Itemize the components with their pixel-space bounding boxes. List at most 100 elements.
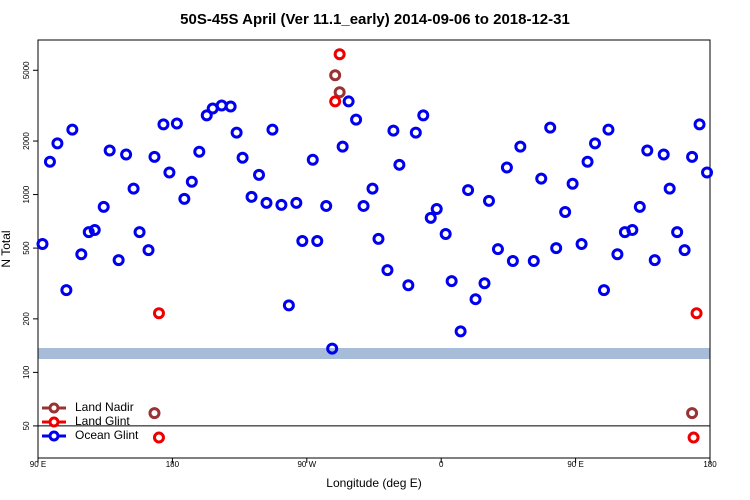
point (326, 342, 339, 355)
chart-title: 50S-45S April (Ver 11.1_early) 2014-09-0… (180, 11, 570, 28)
point (236, 151, 249, 164)
point (127, 182, 140, 195)
point (342, 95, 355, 108)
point (387, 124, 400, 137)
point (559, 205, 572, 218)
point (290, 196, 303, 209)
point (260, 196, 273, 209)
point (103, 144, 116, 157)
point (245, 190, 258, 203)
point (336, 140, 349, 153)
point (439, 228, 452, 241)
point (60, 284, 73, 297)
point (306, 153, 319, 166)
point (535, 172, 548, 185)
y-tick-label: 100 (22, 365, 31, 379)
point (193, 145, 206, 158)
point (157, 118, 170, 131)
point (97, 200, 110, 213)
point (687, 431, 700, 444)
point (357, 199, 370, 212)
point (424, 211, 437, 224)
point (329, 69, 342, 82)
point (417, 109, 430, 122)
y-tick-label: 50 (22, 421, 31, 430)
point (142, 244, 155, 257)
point (641, 144, 654, 157)
point (320, 199, 333, 212)
point (88, 224, 101, 237)
point (402, 279, 415, 292)
point (454, 325, 467, 338)
point (678, 244, 691, 257)
point (266, 123, 279, 136)
point (701, 166, 714, 179)
point (372, 232, 385, 245)
point (333, 86, 346, 99)
point (409, 126, 422, 139)
point (230, 126, 243, 139)
point (462, 184, 475, 197)
point (311, 235, 324, 248)
point (657, 148, 670, 161)
point (633, 200, 646, 213)
point (178, 192, 191, 205)
point (693, 118, 706, 131)
point (544, 121, 557, 134)
point (66, 123, 79, 136)
point (550, 242, 563, 255)
point (253, 168, 266, 181)
point (282, 299, 295, 312)
x-tick-label: 90 E (567, 460, 583, 469)
point (581, 155, 594, 168)
point (602, 123, 615, 136)
legend-label: Land Nadir (75, 400, 134, 414)
point (170, 117, 183, 130)
legend-marker (48, 430, 60, 442)
point (51, 137, 64, 150)
point (663, 182, 676, 195)
point (500, 161, 513, 174)
point (200, 109, 213, 122)
y-tick-label: 1000 (22, 185, 31, 203)
point (333, 48, 346, 61)
point (527, 255, 540, 268)
point (430, 202, 443, 215)
point (491, 243, 504, 256)
point (224, 100, 237, 113)
x-tick-label: 90 E (30, 460, 46, 469)
point (43, 155, 56, 168)
y-tick-label: 200 (22, 312, 31, 326)
point (75, 248, 88, 261)
point (566, 177, 579, 190)
point (575, 238, 588, 251)
point (296, 235, 309, 248)
y-tick-label: 2000 (22, 132, 31, 150)
legend-marker (48, 416, 60, 428)
point (482, 194, 495, 207)
point (690, 307, 703, 320)
point (589, 137, 602, 150)
point (597, 284, 610, 297)
point (152, 431, 165, 444)
plot-frame (37, 39, 711, 459)
point (686, 150, 699, 163)
band (38, 348, 710, 359)
point (148, 407, 161, 420)
x-tick-label: 0 (439, 460, 444, 469)
point (275, 198, 288, 211)
point (626, 224, 639, 237)
y-tick-label: 5000 (22, 61, 31, 79)
x-tick-label: 180 (703, 460, 717, 469)
x-axis-label: Longitude (deg E) (326, 476, 421, 490)
point (152, 307, 165, 320)
point (120, 148, 133, 161)
x-tick-label: 180 (166, 460, 180, 469)
point (686, 407, 699, 420)
legend-label: Ocean Glint (75, 428, 139, 442)
point (469, 293, 482, 306)
point (350, 113, 363, 126)
point (445, 275, 458, 288)
point (506, 255, 519, 268)
